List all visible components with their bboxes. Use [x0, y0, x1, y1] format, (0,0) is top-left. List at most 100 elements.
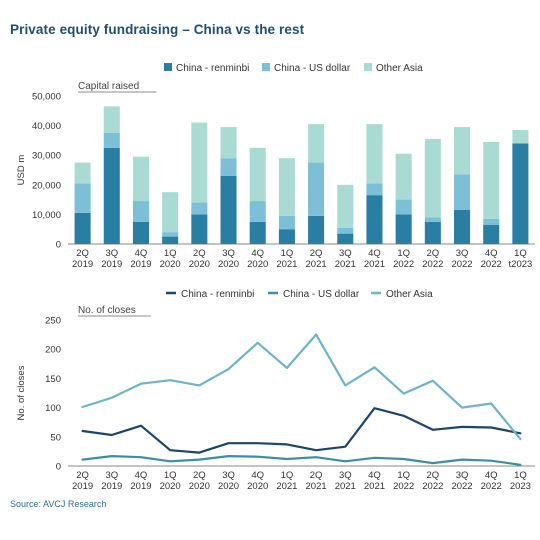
- x-tick-label: 2022: [481, 259, 502, 270]
- x-tick-label: 2Q: [193, 470, 206, 481]
- bar-segment: [483, 141, 500, 219]
- x-tick-label: 3Q: [222, 470, 235, 481]
- y-tick-label: 10,000: [32, 210, 61, 221]
- x-tick-label: 2Q: [310, 248, 323, 259]
- bar-segment: [162, 192, 179, 233]
- bar-segment: [308, 215, 325, 244]
- series-line: [81, 407, 522, 454]
- y-tick-label: 150: [45, 374, 61, 385]
- x-tick-label: 4Q: [485, 248, 498, 259]
- bar-segment: [162, 236, 179, 244]
- x-tick-label: 2022: [422, 259, 443, 270]
- bar-segment: [132, 201, 149, 222]
- x-tick-label: 2022: [393, 259, 414, 270]
- bar-segment: [191, 214, 208, 244]
- bar-segment: [483, 224, 500, 244]
- legend-label: China - US dollar: [283, 289, 360, 300]
- legend-label: China - US dollar: [274, 63, 351, 74]
- x-tick-label: 1Q: [164, 470, 177, 481]
- bar-segment: [308, 162, 325, 216]
- bar-segment: [162, 232, 179, 237]
- x-tick-label: 2Q: [310, 470, 323, 481]
- x-tick-label: 4Q: [135, 470, 148, 481]
- bar-segment: [103, 106, 120, 133]
- y-axis-label: USD m: [16, 155, 27, 186]
- legend-label: China - renminbi: [176, 63, 249, 74]
- x-tick-label: 2020: [189, 481, 210, 492]
- bar-segment: [249, 221, 266, 244]
- bar-segment: [424, 138, 441, 218]
- bar-segment: [512, 130, 529, 144]
- x-tick-label: 2021: [335, 481, 356, 492]
- bar-segment: [424, 217, 441, 222]
- x-tick-label: t2023: [509, 259, 533, 270]
- series-line: [81, 333, 522, 441]
- x-tick-label: 1Q: [281, 470, 294, 481]
- legend-swatch: [262, 63, 270, 71]
- bar-segment: [424, 221, 441, 244]
- x-tick-label: 3Q: [105, 470, 118, 481]
- bar-segment: [337, 227, 354, 234]
- chart-subtitle: No. of closes: [78, 305, 136, 316]
- bar-segment: [74, 212, 91, 244]
- y-axis-label: No. of closes: [16, 365, 27, 420]
- x-tick-label: 2019: [130, 481, 151, 492]
- x-tick-label: 4Q: [251, 248, 264, 259]
- x-tick-label: 2021: [276, 481, 297, 492]
- x-tick-label: 2023: [510, 481, 531, 492]
- bar-segment: [278, 158, 295, 216]
- x-tick-label: 3Q: [456, 470, 469, 481]
- y-tick-label: 0: [56, 462, 61, 473]
- x-tick-label: 4Q: [368, 470, 381, 481]
- bar-segment: [278, 229, 295, 244]
- x-tick-label: 2Q: [193, 248, 206, 259]
- legend-label: Other Asia: [386, 289, 433, 300]
- chart-subtitle: Capital raised: [78, 81, 139, 92]
- bar-segment: [454, 209, 471, 244]
- bar-segment: [366, 183, 383, 196]
- x-tick-label: 2019: [72, 259, 93, 270]
- x-tick-label: 2Q: [76, 470, 89, 481]
- bar-segment: [278, 215, 295, 230]
- x-tick-label: 4Q: [251, 470, 264, 481]
- x-tick-label: 2021: [364, 481, 385, 492]
- bar-segment: [191, 202, 208, 215]
- y-tick-label: 200: [45, 345, 61, 356]
- legend-label: China - renminbi: [181, 289, 254, 300]
- x-tick-label: 2020: [247, 481, 268, 492]
- x-tick-label: 2022: [422, 481, 443, 492]
- bar-segment: [74, 162, 91, 184]
- y-tick-label: 50,000: [32, 92, 61, 103]
- x-tick-label: 2020: [218, 481, 239, 492]
- bar-segment: [103, 133, 120, 148]
- bar-segment: [132, 221, 149, 244]
- x-tick-label: 3Q: [339, 470, 352, 481]
- bar-segment: [454, 174, 471, 210]
- x-tick-label: 2Q: [76, 248, 89, 259]
- x-tick-label: 3Q: [105, 248, 118, 259]
- x-tick-label: 2022: [393, 481, 414, 492]
- x-tick-label: 1Q: [397, 248, 410, 259]
- x-tick-label: 2020: [160, 259, 181, 270]
- x-tick-label: 1Q: [281, 248, 294, 259]
- source-note: Source: AVCJ Research: [10, 499, 107, 509]
- y-tick-label: 250: [45, 316, 61, 327]
- bar-segment: [220, 158, 237, 176]
- x-tick-label: 1Q: [514, 248, 527, 259]
- y-tick-label: 40,000: [32, 121, 61, 132]
- bar-segment: [454, 127, 471, 175]
- bar-segment: [103, 147, 120, 244]
- x-tick-label: 2020: [218, 259, 239, 270]
- bar-segment: [395, 214, 412, 244]
- x-tick-label: 2022: [481, 481, 502, 492]
- y-tick-label: 100: [45, 403, 61, 414]
- x-tick-label: 2022: [451, 481, 472, 492]
- bar-segment: [249, 147, 266, 202]
- x-tick-label: 2021: [306, 259, 327, 270]
- x-tick-label: 3Q: [222, 248, 235, 259]
- bar-segment: [132, 156, 149, 202]
- bar-segment: [395, 153, 412, 200]
- x-tick-label: 1Q: [514, 470, 527, 481]
- y-tick-label: 20,000: [32, 180, 61, 191]
